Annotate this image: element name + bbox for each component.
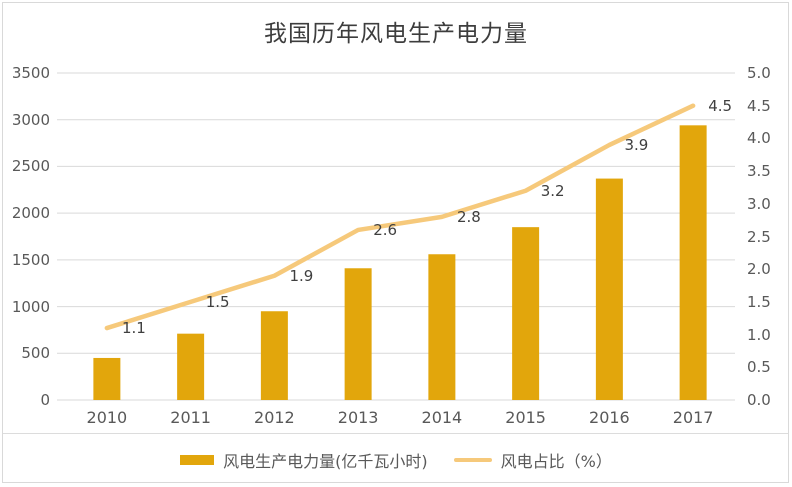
x-axis-tick-label: 2017 — [672, 408, 714, 427]
right-axis-tick-label: 3.5 — [747, 162, 771, 181]
legend-item-production: 风电生产电力量(亿千瓦小时) — [180, 448, 428, 472]
x-axis-tick-label: 2013 — [337, 408, 379, 427]
left-axis-tick-label: 0 — [40, 391, 50, 409]
wind-share-line — [104, 103, 696, 331]
bar-2017 — [679, 125, 707, 400]
share-data-label: 4.5 — [708, 96, 733, 115]
bar-2014 — [428, 254, 456, 400]
share-data-label: 3.2 — [540, 181, 565, 200]
right-axis-tick-label: 4.0 — [747, 129, 771, 148]
left-axis-tick-label: 500 — [21, 344, 50, 363]
legend-production-label: 风电生产电力量(亿千瓦小时) — [223, 452, 428, 471]
share-data-label: 1.9 — [289, 266, 314, 285]
left-axis-tick-label: 2500 — [11, 157, 50, 176]
left-axis-tick-label: 3000 — [11, 110, 50, 129]
right-axis-tick-label: 1.0 — [747, 325, 771, 344]
legend: 风电生产电力量(亿千瓦小时) 风电占比（%） — [0, 446, 792, 474]
legend-divider — [3, 433, 788, 434]
right-axis-tick-label: 1.5 — [747, 292, 771, 311]
left-axis-tick-label: 3500 — [11, 64, 50, 82]
line-series-swatch — [453, 458, 492, 462]
left-axis-tick-label: 1500 — [11, 250, 50, 269]
right-axis-tick-label: 3.0 — [747, 194, 771, 213]
share-data-label: 1.1 — [121, 319, 146, 338]
bar-2013 — [344, 268, 372, 400]
legend-item-share: 风电占比（%） — [453, 448, 612, 472]
bar-series-swatch — [180, 455, 215, 465]
x-axis-tick-label: 2015 — [505, 408, 546, 427]
bar-2011 — [177, 333, 205, 400]
share-data-label: 3.9 — [624, 135, 649, 154]
share-data-label: 2.6 — [373, 220, 398, 239]
left-axis-tick-label: 1000 — [11, 297, 50, 316]
bar-2016 — [595, 178, 623, 400]
bar-2015 — [512, 227, 540, 400]
share-data-label: 2.8 — [456, 207, 481, 226]
legend-share-label: 风电占比（%） — [500, 452, 612, 471]
chart-title: 我国历年风电生产电力量 — [264, 21, 528, 47]
bar-2010 — [93, 357, 121, 400]
x-axis-tick-label: 2011 — [170, 408, 211, 427]
bar-2012 — [260, 311, 288, 400]
x-axis-tick-label: 2014 — [421, 408, 463, 427]
right-axis-tick-label: 0.5 — [747, 358, 771, 377]
x-axis-tick-label: 2010 — [86, 408, 128, 427]
left-axis-tick-label: 2000 — [11, 204, 50, 223]
right-axis-tick-label: 2.0 — [747, 260, 771, 279]
x-axis-tick-label: 2012 — [254, 408, 295, 427]
x-axis-tick-label: 2016 — [589, 408, 630, 427]
right-axis-tick-label: 4.5 — [747, 96, 771, 115]
right-axis-tick-label: 0.0 — [747, 391, 771, 409]
share-data-label: 1.5 — [205, 292, 230, 311]
right-axis-tick-label: 5.0 — [747, 64, 771, 82]
right-axis-tick-label: 2.5 — [747, 227, 771, 246]
